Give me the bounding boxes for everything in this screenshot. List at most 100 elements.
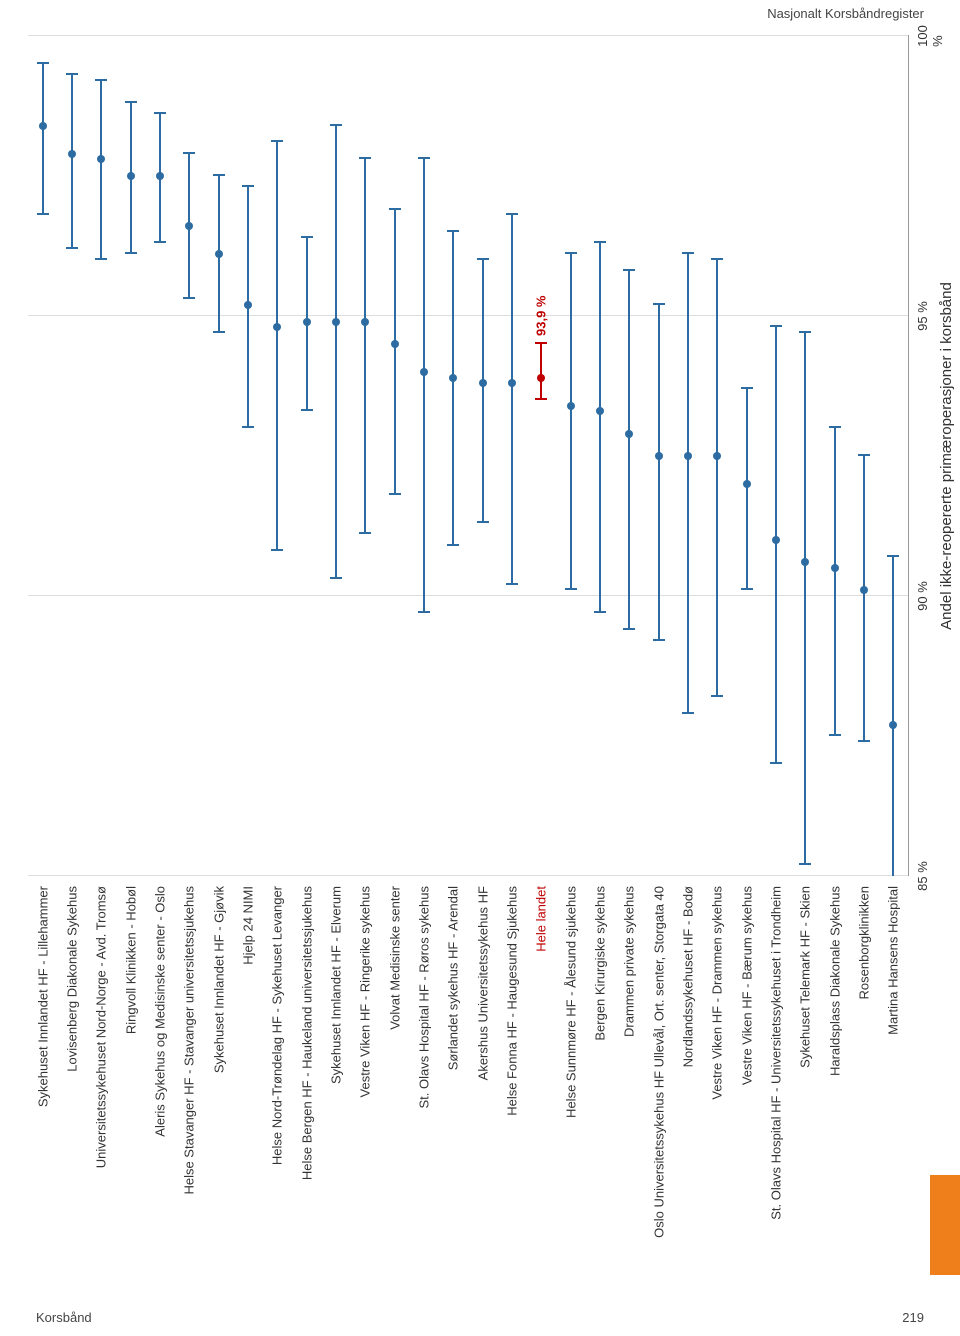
- ci-cap: [66, 247, 78, 249]
- ci-whisker: [834, 428, 836, 736]
- ci-cap: [359, 157, 371, 159]
- forest-row: Helse Fonna HF - Haugesund Sjukehus: [497, 26, 526, 1276]
- forest-row: Hjelp 24 NIMI: [233, 26, 262, 1276]
- forest-row: Martina Hansens Hospital: [879, 26, 908, 1276]
- forest-row: Aleris Sykehus og Medisinske senter - Os…: [145, 26, 174, 1276]
- ci-cap: [477, 258, 489, 260]
- point-estimate: [68, 150, 76, 158]
- point-estimate: [449, 374, 457, 382]
- row-label: Vestre Viken HF - Ringerike sykehus: [358, 886, 373, 1276]
- point-estimate: [801, 558, 809, 566]
- forest-row: Nordlandssykehuset HF - Bodø: [673, 26, 702, 1276]
- ci-cap: [154, 241, 166, 243]
- point-estimate: [479, 379, 487, 387]
- forest-row: Ringvoll Klinikken - Hobøl: [116, 26, 145, 1276]
- point-estimate: [127, 172, 135, 180]
- forest-row: Vestre Viken HF - Bærum sykehus: [732, 26, 761, 1276]
- x-tick-label: 90 %: [915, 581, 930, 611]
- ci-cap: [183, 297, 195, 299]
- point-estimate: [361, 318, 369, 326]
- ci-whisker: [335, 126, 337, 580]
- point-estimate: [215, 250, 223, 258]
- ci-cap: [447, 544, 459, 546]
- ci-whisker: [687, 254, 689, 713]
- x-tick-label: 100 %: [915, 25, 945, 47]
- ci-cap: [594, 241, 606, 243]
- ci-cap: [682, 712, 694, 714]
- row-label: Sykehuset Innlandet HF - Lillehammer: [35, 886, 50, 1276]
- ci-cap: [565, 252, 577, 254]
- ci-cap: [389, 493, 401, 495]
- forest-row: Hele landet93,9 %: [527, 26, 556, 1276]
- ci-cap: [594, 611, 606, 613]
- ci-cap: [154, 112, 166, 114]
- ci-whisker: [892, 557, 894, 876]
- point-estimate: [596, 407, 604, 415]
- ci-cap: [95, 79, 107, 81]
- point-estimate: [185, 222, 193, 230]
- ci-cap: [359, 532, 371, 534]
- report-header-title: Nasjonalt Korsbåndregister: [767, 6, 924, 21]
- ci-cap: [829, 734, 841, 736]
- forest-row: Universitetssykehuset Nord-Norge - Avd. …: [87, 26, 116, 1276]
- ci-cap: [535, 398, 547, 400]
- ci-cap: [447, 230, 459, 232]
- point-estimate: [537, 374, 545, 382]
- ci-cap: [271, 140, 283, 142]
- forest-row: Sykehuset Telemark HF - Skien: [791, 26, 820, 1276]
- row-label: Vestre Viken HF - Drammen sykehus: [710, 886, 725, 1276]
- ci-cap: [271, 549, 283, 551]
- ci-cap: [418, 611, 430, 613]
- row-label: Hele landet: [534, 886, 549, 1276]
- ci-cap: [125, 101, 137, 103]
- row-label: Sykehuset Innlandet HF - Elverum: [328, 886, 343, 1276]
- ci-whisker: [42, 64, 44, 215]
- point-estimate: [332, 318, 340, 326]
- row-label: Sørlandet sykehus HF - Arendal: [446, 886, 461, 1276]
- ci-cap: [242, 426, 254, 428]
- ci-whisker: [570, 254, 572, 590]
- ci-cap: [242, 185, 254, 187]
- ci-cap: [477, 521, 489, 523]
- point-estimate: [156, 172, 164, 180]
- point-estimate: [772, 536, 780, 544]
- forest-row: St. Olavs Hospital HF - Universitetssyke…: [761, 26, 790, 1276]
- point-estimate: [391, 340, 399, 348]
- chart-container: Andel ikke-reopererte primæroperasjoner …: [20, 26, 940, 1276]
- point-estimate: [625, 430, 633, 438]
- ci-cap: [770, 762, 782, 764]
- row-label: Sykehuset Innlandet HF - Gjøvik: [211, 886, 226, 1276]
- row-label: Akershus Universitetssykehus HF: [475, 886, 490, 1276]
- ci-whisker: [599, 243, 601, 613]
- point-estimate: [508, 379, 516, 387]
- row-label: Universitetssykehuset Nord-Norge - Avd. …: [94, 886, 109, 1276]
- ci-cap: [887, 555, 899, 557]
- ci-cap: [565, 588, 577, 590]
- ci-whisker: [276, 142, 278, 551]
- x-axis-title: Andel ikke-reopererte primæroperasjoner …: [938, 36, 955, 876]
- row-label: Lovisenberg Diakonale Sykehus: [64, 886, 79, 1276]
- ci-cap: [213, 174, 225, 176]
- forest-row: Oslo Universitetssykehus HF Ullevål, Ort…: [644, 26, 673, 1276]
- ci-cap: [682, 252, 694, 254]
- ci-cap: [330, 124, 342, 126]
- ci-cap: [741, 588, 753, 590]
- row-label: Oslo Universitetssykehus HF Ullevål, Ort…: [651, 886, 666, 1276]
- point-estimate: [273, 323, 281, 331]
- ci-cap: [858, 740, 870, 742]
- forest-row: Sykehuset Innlandet HF - Gjøvik: [204, 26, 233, 1276]
- ci-cap: [770, 325, 782, 327]
- forest-row: Akershus Universitetssykehus HF: [468, 26, 497, 1276]
- ci-whisker: [540, 344, 542, 400]
- ci-cap: [506, 583, 518, 585]
- point-estimate: [420, 368, 428, 376]
- page-number: 219: [902, 1310, 924, 1325]
- ci-whisker: [658, 305, 660, 641]
- row-label: Haraldsplass Diakonale Sykehus: [827, 886, 842, 1276]
- row-label: Helse Sunnmøre HF - Ålesund sjukehus: [563, 886, 578, 1276]
- forest-row: Bergen Kirurgiske sykehus: [585, 26, 614, 1276]
- point-estimate: [889, 721, 897, 729]
- ci-cap: [829, 426, 841, 428]
- ci-cap: [330, 577, 342, 579]
- row-label: Helse Stavanger HF - Stavanger universit…: [182, 886, 197, 1276]
